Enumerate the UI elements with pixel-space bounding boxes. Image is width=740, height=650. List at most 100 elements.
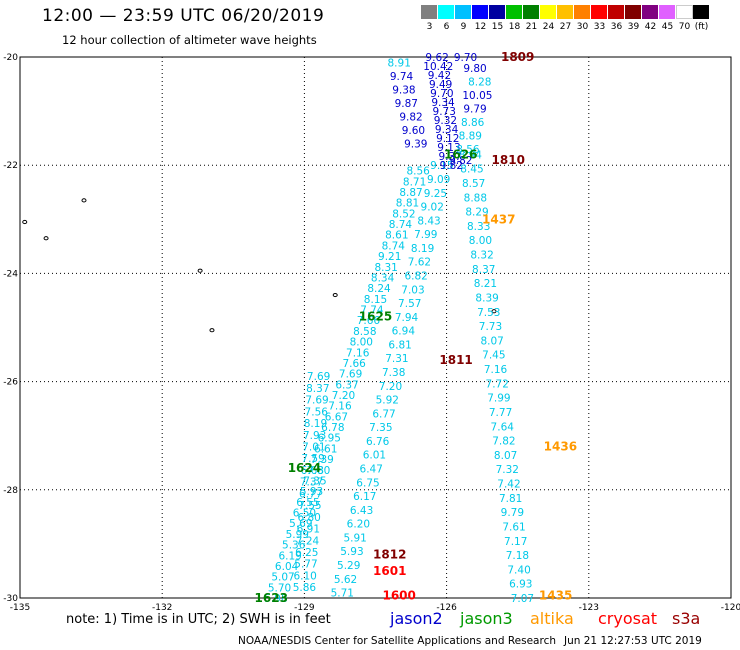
wave-height-value: 9.13 <box>437 142 460 154</box>
wave-height-value: 7.35 <box>303 475 326 487</box>
y-tick-label: -28 <box>3 486 18 496</box>
wave-height-value: 8.56 <box>406 166 430 178</box>
island-marker <box>43 236 49 241</box>
wave-height-value: 7.01 <box>302 442 325 454</box>
wave-height-value: 6.94 <box>392 326 416 338</box>
wave-height-value: 8.33 <box>467 221 490 233</box>
wave-height-value: 8.24 <box>367 283 391 295</box>
pass-time-label: 1812 <box>373 548 406 562</box>
wave-height-value: 8.88 <box>464 192 487 204</box>
wave-height-value: 6.43 <box>350 505 373 517</box>
scale-label: 15 <box>491 22 504 32</box>
wave-height-value: 6.50 <box>293 508 316 520</box>
wave-height-value: 9.42 <box>428 70 451 82</box>
wave-height-value: 7.59 <box>301 453 324 465</box>
wave-height-value: 6.76 <box>366 436 390 448</box>
scale-label: 24 <box>542 22 555 32</box>
credit-line: NOAA/NESDIS Center for Satellite Applica… <box>238 635 556 647</box>
wave-height-value: 7.45 <box>482 350 505 362</box>
wave-height-value: 6.10 <box>293 570 316 582</box>
wave-height-value: 7.61 <box>502 521 525 533</box>
wave-height-value: 8.52 <box>392 208 415 220</box>
wave-height-value: 7.20 <box>332 390 355 402</box>
y-tick-label: -24 <box>3 269 18 279</box>
wave-height-value: 9.73 <box>433 106 456 118</box>
wave-height-value: 5.86 <box>293 582 317 594</box>
wave-height-value: 5.62 <box>334 574 357 586</box>
x-tick-label: -126 <box>436 603 457 613</box>
wave-height-value: 6.61 <box>314 443 337 455</box>
wave-height-value: 6.47 <box>360 464 383 476</box>
wave-height-value: 7.38 <box>382 367 405 379</box>
wave-height-value: 7.73 <box>479 321 502 333</box>
x-tick-label: -129 <box>294 603 315 613</box>
y-tick-label: -30 <box>3 594 18 604</box>
wave-height-value: 6.55 <box>296 497 319 509</box>
generated-timestamp: Jun 21 12:27:53 UTC 2019 <box>564 635 702 647</box>
wave-height-value: 9.82 <box>440 160 463 172</box>
wave-height-value: 9.70 <box>454 52 477 64</box>
wave-height-value: 7.82 <box>492 436 515 448</box>
scale-swatch <box>540 5 557 19</box>
scale-label: 45 <box>661 22 674 32</box>
wave-height-value: 9.02 <box>421 202 444 214</box>
island-marker <box>197 268 203 273</box>
wave-height-value: 9.21 <box>378 251 401 263</box>
wave-height-value: 8.74 <box>382 240 406 252</box>
wave-height-value: 6.80 <box>297 512 320 524</box>
wave-height-value: 7.16 <box>346 347 370 359</box>
pass-time-label: 1600 <box>382 588 415 602</box>
scale-swatch <box>523 5 540 19</box>
wave-height-value: 9.79 <box>463 103 486 115</box>
wave-height-value: 9.82 <box>399 112 422 124</box>
wave-height-value: 7.07 <box>511 593 534 605</box>
wave-height-value: 7.66 <box>342 358 366 370</box>
scale-swatch <box>574 5 591 19</box>
wave-height-value: 6.82 <box>404 270 427 282</box>
scale-swatch <box>642 5 659 19</box>
wave-height-value: 9.70 <box>430 88 453 100</box>
wave-height-value: 7.64 <box>491 421 515 433</box>
wave-height-value: 8.39 <box>475 292 498 304</box>
chart-subtitle: 12 hour collection of altimeter wave hei… <box>62 33 317 47</box>
pass-time-label: 1436 <box>544 440 577 454</box>
wave-height-value: 6.91 <box>297 524 320 536</box>
wave-height-value: 7.17 <box>504 536 527 548</box>
footer-note: note: 1) Time is in UTC; 2) SWH is in fe… <box>66 612 331 627</box>
scale-label: 3 <box>426 22 433 32</box>
wave-height-value: 7.99 <box>414 229 437 241</box>
scale-label: 42 <box>644 22 657 32</box>
scale-label: 9 <box>460 22 467 32</box>
pass-time-label: 1625 <box>359 310 392 324</box>
wave-height-value: 8.37 <box>472 264 495 276</box>
wave-height-value: 5.70 <box>268 582 291 594</box>
wave-height-value: 5.98 <box>264 593 287 605</box>
wave-height-value: 7.16 <box>484 364 508 376</box>
scale-swatch <box>659 5 676 19</box>
wave-height-value: 7.40 <box>507 564 530 576</box>
wave-height-value: 8.57 <box>462 178 485 190</box>
scale-swatch <box>557 5 574 19</box>
wave-height-value: 8.87 <box>399 187 422 199</box>
wave-height-value: 8.00 <box>350 337 373 349</box>
wave-height-value: 6.04 <box>275 561 299 573</box>
scale-label: 18 <box>508 22 521 32</box>
scale-label: 39 <box>627 22 640 32</box>
wave-height-value: 6.77 <box>299 488 322 500</box>
wave-height-value: 7.18 <box>506 550 529 562</box>
wave-height-value: 9.38 <box>392 84 415 96</box>
wave-height-value: 10.05 <box>462 90 492 102</box>
wave-height-value: 9.60 <box>402 125 425 137</box>
wave-height-value: 7.20 <box>379 381 402 393</box>
x-tick-label: -120 <box>721 603 740 613</box>
wave-height-value: 6.37 <box>335 379 358 391</box>
wave-height-value: 7.80 <box>307 465 330 477</box>
wave-height-value: 9.25 <box>424 188 447 200</box>
scale-label: 33 <box>593 22 606 32</box>
wave-height-value: 7.81 <box>499 493 522 505</box>
wave-height-value: 6.67 <box>325 411 348 423</box>
wave-height-value: 8.61 <box>385 230 408 242</box>
sat-legend-jason2: jason2 <box>390 609 443 628</box>
wave-height-value: 7.55 <box>298 500 321 512</box>
wave-height-value: 5.07 <box>271 572 294 584</box>
